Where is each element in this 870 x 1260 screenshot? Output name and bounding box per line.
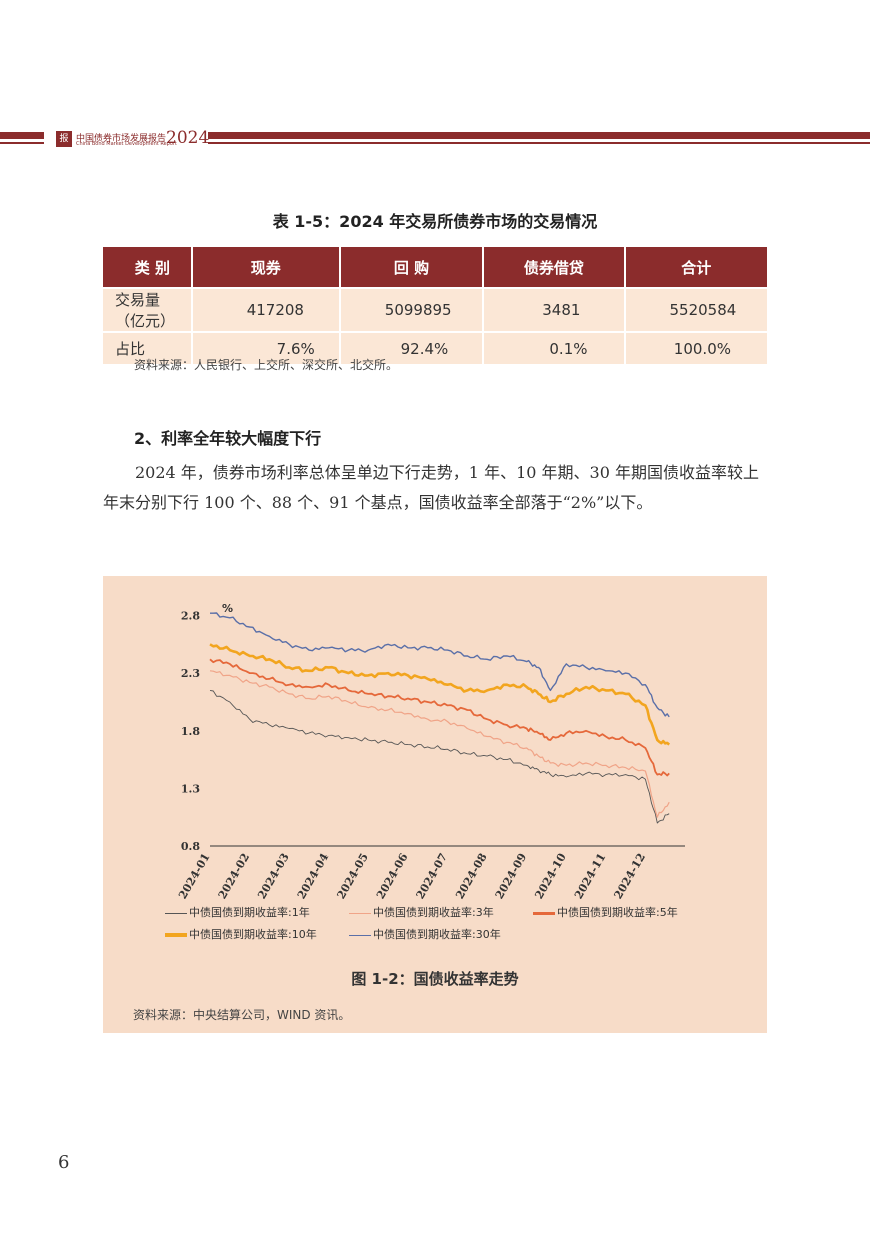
header-year: 2024 bbox=[166, 128, 210, 148]
series-line-4 bbox=[209, 643, 671, 746]
legend-item-3y: 中债国债到期收益率:3年 bbox=[349, 904, 494, 920]
legend-item-1y: 中债国债到期收益率:1年 bbox=[165, 904, 310, 920]
table-cell: 417208 bbox=[191, 287, 341, 332]
legend-swatch bbox=[349, 912, 371, 914]
section-heading: 2、利率全年较大幅度下行 bbox=[134, 429, 322, 448]
series-line-1 bbox=[209, 689, 670, 824]
table-header-cell: 债券借贷 bbox=[483, 247, 626, 288]
table-header-row: 类 别 现券 回 购 债券借贷 合计 bbox=[103, 247, 767, 288]
legend-item-30y: 中债国债到期收益率:30年 bbox=[349, 926, 501, 942]
y-tick-label: 1.8 bbox=[181, 725, 200, 738]
y-tick-label: 1.3 bbox=[181, 782, 200, 795]
section-paragraph: 2024 年，债券市场利率总体呈单边下行走势，1 年、10 年期、30 年期国债… bbox=[103, 463, 759, 512]
table-header-cell: 现券 bbox=[191, 247, 341, 288]
legend-swatch bbox=[165, 933, 187, 937]
legend-label: 中债国债到期收益率:10年 bbox=[189, 928, 317, 941]
x-tick-label: 2024-08 bbox=[453, 851, 490, 902]
x-tick-label: 2024-02 bbox=[216, 851, 253, 901]
series-line-3 bbox=[209, 658, 670, 777]
legend-swatch bbox=[349, 934, 371, 936]
header-title-english: China Bond Market Development Report bbox=[76, 141, 177, 147]
header-rule-left bbox=[0, 132, 44, 146]
table-title: 表 1-5：2024 年交易所债券市场的交易情况 bbox=[272, 212, 598, 231]
trading-table: 类 别 现券 回 购 债券借贷 合计 交易量（亿元） 417208 509989… bbox=[103, 247, 767, 364]
table-cell: 交易量（亿元） bbox=[103, 287, 193, 332]
legend-label: 中债国债到期收益率:3年 bbox=[373, 906, 494, 919]
x-tick-label: 2024-05 bbox=[334, 851, 371, 901]
y-tick-label: 2.8 bbox=[181, 610, 200, 623]
x-tick-label: 2024-01 bbox=[176, 851, 213, 901]
legend-swatch bbox=[533, 911, 555, 915]
table-cell: 92.4% bbox=[339, 331, 485, 364]
series-line-2 bbox=[209, 670, 670, 818]
table-cell: 5099895 bbox=[339, 287, 485, 332]
y-tick-label: 0.8 bbox=[181, 840, 200, 853]
table-cell: 5520584 bbox=[624, 287, 767, 332]
yield-chart: 0.81.31.82.32.8%2024-01 2024-02 2024-03 202… bbox=[176, 602, 685, 902]
x-tick-label: 2024-04 bbox=[295, 851, 332, 902]
table-cell: 3481 bbox=[483, 287, 626, 332]
table-header-cell: 合计 bbox=[624, 247, 767, 288]
legend-item-5y: 中债国债到期收益率:5年 bbox=[533, 904, 678, 920]
legend-label: 中债国债到期收益率:30年 bbox=[373, 928, 501, 941]
page-number: 6 bbox=[58, 1152, 70, 1173]
figure-source: 资料来源：中央结算公司，WIND 资讯。 bbox=[133, 1008, 351, 1022]
x-tick-label: 2024-09 bbox=[493, 851, 530, 901]
legend-swatch bbox=[165, 912, 187, 914]
x-tick-label: 2024-11 bbox=[572, 851, 609, 901]
table-header-cell: 类 别 bbox=[103, 247, 193, 288]
table-header-cell: 回 购 bbox=[339, 247, 485, 288]
x-tick-label: 2024-07 bbox=[414, 851, 451, 901]
header-title: 中国债券市场发展报告 bbox=[76, 134, 167, 144]
table-cell: 100.0% bbox=[624, 331, 767, 364]
table-cell: 7.6% bbox=[191, 331, 341, 364]
legend-item-10y: 中债国债到期收益率:10年 bbox=[165, 926, 317, 942]
table-row: 交易量（亿元） 417208 5099895 3481 5520584 bbox=[103, 287, 767, 332]
table-row: 占比 7.6% 92.4% 0.1% 100.0% bbox=[103, 331, 767, 364]
legend-label: 中债国债到期收益率:5年 bbox=[557, 906, 678, 919]
x-tick-label: 2024-10 bbox=[532, 851, 569, 902]
figure-panel: 0.8 1.3 1.8 2.3 2.8% 2024-01 2024-02 2024-03 202… bbox=[103, 576, 767, 1033]
report-logo-icon: 报告 bbox=[56, 131, 72, 160]
x-tick-label: 2024-06 bbox=[374, 851, 411, 902]
y-unit-label: % bbox=[222, 602, 233, 615]
legend-label: 中债国债到期收益率:1年 bbox=[189, 906, 310, 919]
table-cell: 占比 bbox=[103, 331, 193, 364]
x-tick-label: 2024-03 bbox=[255, 851, 292, 901]
header-rule-right bbox=[208, 132, 870, 146]
table-cell: 0.1% bbox=[483, 331, 626, 364]
figure-caption: 图 1-2：国债收益率走势 bbox=[351, 970, 519, 988]
series-line-5 bbox=[210, 612, 670, 718]
y-tick-label: 2.3 bbox=[181, 667, 200, 680]
x-tick-label: 2024-12 bbox=[612, 851, 649, 901]
table-source: 资料来源：人民银行、上交所、深交所、北交所。 bbox=[134, 358, 399, 372]
